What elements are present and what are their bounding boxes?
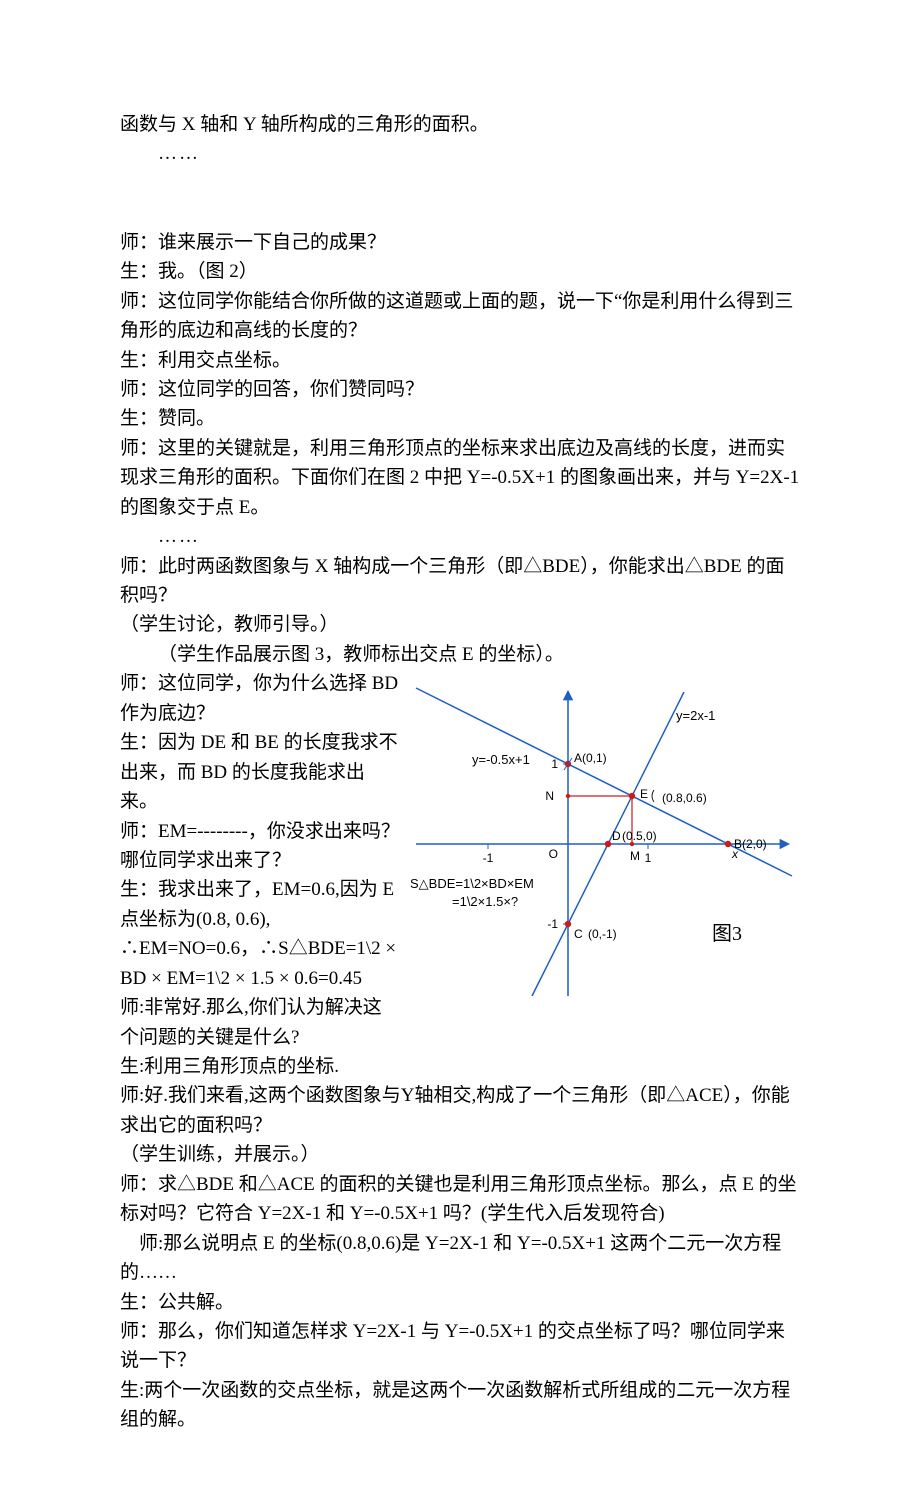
- body-line: 师：这里的关键就是，利用三角形顶点的坐标来求出底边及高线的长度，进而实现求三角形…: [120, 434, 800, 522]
- body-line: 师：这位同学的回答，你们赞同吗？: [120, 375, 800, 404]
- body-line: （学生作品展示图 3，教师标出交点 E 的坐标）。: [120, 640, 800, 669]
- svg-text:(0,-1): (0,-1): [588, 927, 617, 941]
- coordinate-chart: -111-1A(0,1)B(2,0)C(0,-1)D(0.5,0)E(0.8,0…: [408, 669, 798, 999]
- body-line: 函数与 X 轴和 Y 轴所构成的三角形的面积。: [120, 110, 800, 139]
- ellipsis: ……: [120, 522, 800, 551]
- svg-text:图3: 图3: [712, 923, 742, 945]
- svg-text:1: 1: [645, 851, 652, 865]
- svg-text:O: O: [549, 847, 558, 861]
- body-line: 师：EM=--------，你没求出来吗？哪位同学求出来了？: [120, 817, 400, 876]
- svg-text:-1: -1: [547, 917, 558, 931]
- svg-text:(0.8,0.6): (0.8,0.6): [662, 791, 707, 805]
- body-line: 师:非常好.那么,你们认为解决这个问题的关键是什么?: [120, 993, 400, 1052]
- svg-text:M: M: [630, 849, 640, 863]
- svg-text:S△BDE=1\2×BD×EM: S△BDE=1\2×BD×EM: [410, 876, 534, 891]
- body-line: 师：此时两函数图象与 X 轴构成一个三角形（即△BDE），你能求出△BDE 的面…: [120, 552, 800, 611]
- svg-text:E: E: [640, 787, 648, 801]
- body-line: 师：这位同学，你为什么选择 BD 作为底边？: [120, 669, 400, 728]
- blank: [120, 169, 800, 198]
- body-line: 师：求△BDE 和△ACE 的面积的关键也是利用三角形顶点坐标。那么，点 E 的…: [120, 1170, 800, 1229]
- body-line: 生:两个一次函数的交点坐标，就是这两个一次函数解析式所组成的二元一次方程组的解。: [120, 1376, 800, 1435]
- svg-text:D: D: [612, 829, 621, 843]
- svg-text:C: C: [574, 927, 583, 941]
- svg-text:(0.5,0): (0.5,0): [622, 829, 657, 843]
- ellipsis: ……: [120, 139, 800, 168]
- body-line: 生：因为 DE 和 BE 的长度我求不出来，而 BD 的长度我能求出来。: [120, 728, 400, 816]
- body-line: （学生训练，并展示。）: [120, 1140, 800, 1169]
- svg-text:B(2,0): B(2,0): [734, 837, 767, 851]
- body-line: 师:好.我们来看,这两个函数图象与Y轴相交,构成了一个三角形（即△ACE），你能…: [120, 1081, 800, 1140]
- left-text-column: 师：这位同学，你为什么选择 BD 作为底边？ 生：因为 DE 和 BE 的长度我…: [120, 669, 400, 1081]
- body-line: 生：赞同。: [120, 404, 800, 433]
- body-line: 师:那么说明点 E 的坐标(0.8,0.6)是 Y=2X-1 和 Y=-0.5X…: [120, 1229, 800, 1288]
- body-line: 师：那么，你们知道怎样求 Y=2X-1 与 Y=-0.5X+1 的交点坐标了吗？…: [120, 1317, 800, 1376]
- body-line: 生：公共解。: [120, 1288, 800, 1317]
- svg-text:=1\2×1.5×?: =1\2×1.5×?: [452, 894, 518, 909]
- svg-text:A(0,1): A(0,1): [574, 751, 607, 765]
- text-with-figure: 师：这位同学，你为什么选择 BD 作为底边？ 生：因为 DE 和 BE 的长度我…: [120, 669, 800, 1081]
- body-line: 生：我。（图 2）: [120, 257, 800, 286]
- svg-text:-1: -1: [483, 851, 494, 865]
- body-line: 生：利用交点坐标。: [120, 346, 800, 375]
- body-line: 生：我求出来了，EM=0.6,因为 E 点坐标为(0.8, 0.6), ∴EM=…: [120, 875, 400, 993]
- svg-text:x: x: [731, 847, 739, 861]
- svg-text:N: N: [545, 789, 554, 803]
- body-line: 生:利用三角形顶点的坐标.: [120, 1052, 400, 1081]
- svg-text:y=2x-1: y=2x-1: [676, 708, 715, 723]
- svg-text:y=-0.5x+1: y=-0.5x+1: [472, 752, 530, 767]
- body-line: 师：谁来展示一下自己的成果？: [120, 228, 800, 257]
- body-line: 师：这位同学你能结合你所做的这道题或上面的题，说一下“你是利用什么得到三角形的底…: [120, 287, 800, 346]
- figure-3: -111-1A(0,1)B(2,0)C(0,-1)D(0.5,0)E(0.8,0…: [408, 669, 800, 999]
- body-line: （学生讨论，教师引导。）: [120, 610, 800, 639]
- blank: [120, 198, 800, 227]
